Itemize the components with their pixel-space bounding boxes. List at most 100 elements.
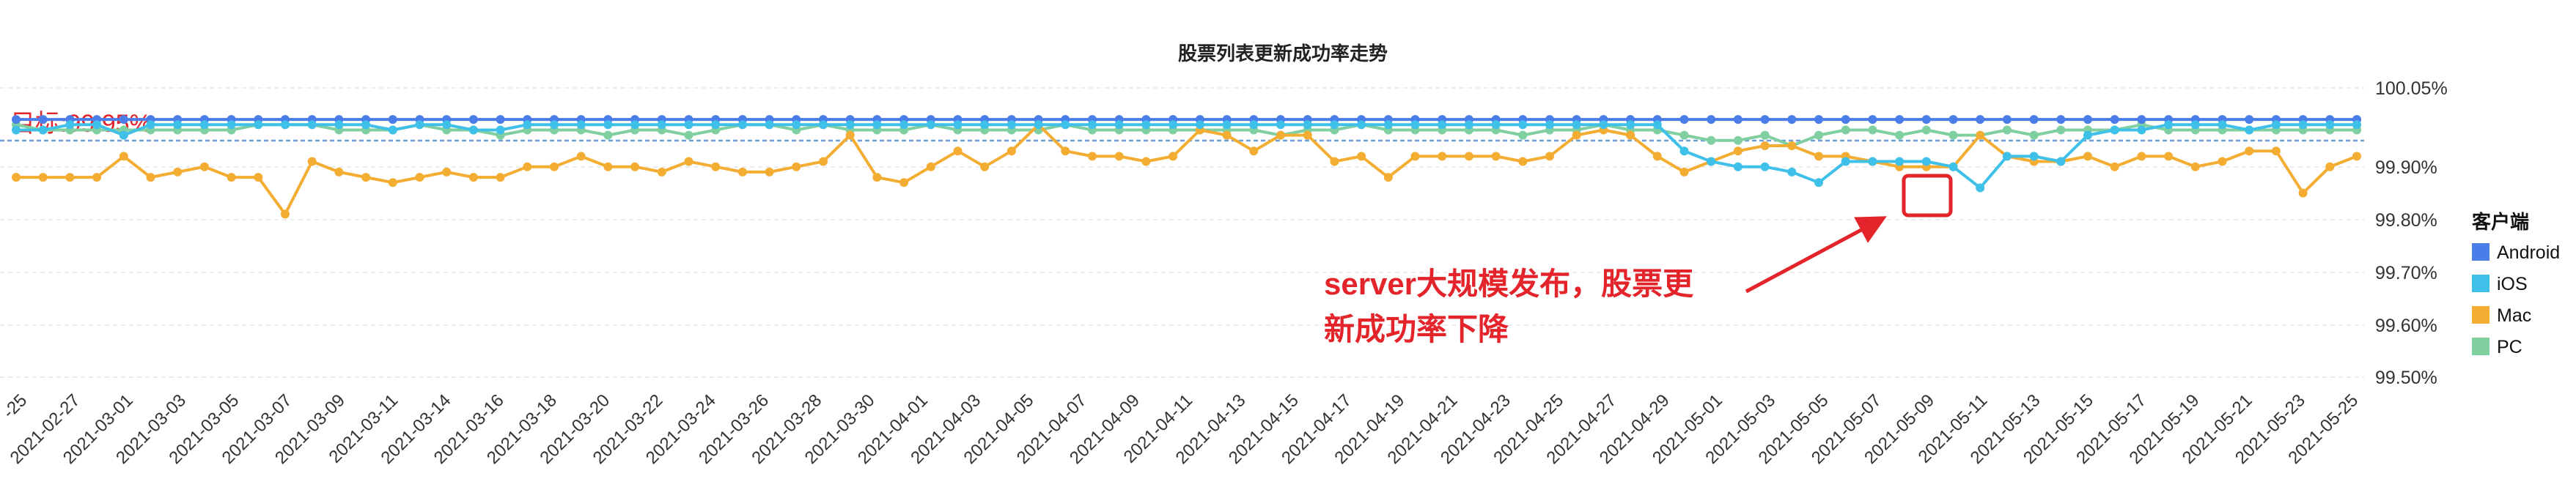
data-point: [1114, 152, 1124, 161]
data-point: [415, 173, 424, 182]
data-point: [12, 173, 21, 182]
data-point: [1222, 130, 1232, 140]
data-point: [523, 162, 532, 171]
data-point: [1303, 120, 1312, 130]
data-point: [1061, 146, 1070, 156]
data-point: [2325, 162, 2335, 171]
data-point: [737, 120, 747, 130]
data-point: [2298, 188, 2308, 198]
data-point: [1679, 167, 1689, 176]
data-point: [38, 115, 48, 124]
data-point: [1007, 146, 1016, 156]
data-point: [980, 120, 990, 130]
data-point: [496, 125, 505, 135]
data-point: [119, 130, 128, 140]
data-point: [711, 120, 721, 130]
data-point: [1652, 120, 1662, 130]
x-tick-label: -25: [0, 390, 31, 423]
data-point: [1679, 130, 1689, 140]
data-point: [254, 120, 263, 130]
data-point: [550, 120, 559, 130]
data-point: [1114, 120, 1124, 130]
data-point: [737, 167, 747, 176]
legend-label: Mac: [2497, 305, 2531, 326]
y-axis-ticks: 100.05% 99.90% 99.80% 99.70% 99.60% 99.50%: [2375, 78, 2448, 388]
data-point: [1895, 115, 1905, 124]
data-point: [576, 152, 586, 161]
data-point: [657, 120, 666, 130]
legend-item-mac[interactable]: Mac: [2472, 305, 2531, 326]
data-point: [1088, 120, 1097, 130]
data-point: [1679, 115, 1689, 124]
data-point: [281, 209, 290, 219]
chart-title: 股票列表更新成功率走势: [1178, 42, 1388, 64]
legend-label: PC: [2497, 337, 2522, 357]
data-point: [468, 115, 478, 124]
data-point: [2352, 152, 2361, 161]
data-point: [1814, 178, 1823, 187]
data-point: [1921, 157, 1931, 166]
data-point: [2218, 120, 2227, 130]
data-point: [2056, 125, 2066, 135]
data-point: [1948, 130, 1958, 140]
data-point: [2110, 162, 2119, 171]
data-point: [442, 167, 452, 176]
data-point: [684, 157, 693, 166]
legend: 客户端 Android iOS Mac PC: [2472, 211, 2560, 357]
series-lines: [12, 115, 2361, 219]
data-point: [684, 120, 693, 130]
data-point: [227, 120, 236, 130]
data-point: [765, 167, 774, 176]
data-point: [2245, 125, 2254, 135]
data-point: [926, 162, 935, 171]
data-point: [630, 120, 640, 130]
data-point: [1976, 183, 1985, 193]
data-point: [2029, 130, 2039, 140]
series-mac: [12, 120, 2361, 219]
data-point: [1814, 152, 1823, 161]
data-point: [1410, 152, 1420, 161]
data-point: [1976, 115, 1985, 124]
legend-swatch: [2472, 338, 2489, 355]
data-point: [1195, 120, 1204, 130]
data-point: [1222, 120, 1232, 130]
data-point: [953, 146, 963, 156]
data-point: [603, 162, 613, 171]
data-point: [523, 120, 532, 130]
data-point: [603, 130, 613, 140]
data-point: [1169, 120, 1178, 130]
legend-item-pc[interactable]: PC: [2472, 337, 2522, 357]
data-point: [2137, 152, 2146, 161]
data-point: [1733, 135, 1743, 145]
y-tick-label: 100.05%: [2375, 78, 2448, 99]
data-point: [12, 125, 21, 135]
data-point: [2002, 125, 2012, 135]
data-point: [2245, 146, 2254, 156]
data-point: [1707, 157, 1716, 166]
data-point: [1141, 120, 1151, 130]
data-point: [2164, 152, 2174, 161]
data-point: [1921, 125, 1931, 135]
data-point: [711, 162, 721, 171]
data-point: [1976, 130, 1985, 140]
data-point: [1034, 120, 1043, 130]
data-point: [1895, 130, 1905, 140]
data-point: [1491, 120, 1501, 130]
data-point: [2029, 152, 2039, 161]
data-point: [1088, 152, 1097, 161]
annotation-arrow: [1745, 216, 1887, 294]
data-point: [1357, 120, 1366, 130]
data-point: [92, 120, 102, 130]
data-point: [899, 178, 909, 187]
legend-swatch: [2472, 306, 2489, 324]
series-line: [16, 123, 2358, 216]
data-point: [1061, 120, 1070, 130]
data-point: [1787, 141, 1797, 150]
data-point: [953, 120, 963, 130]
y-tick-label: 99.80%: [2375, 210, 2437, 231]
legend-item-android[interactable]: Android: [2472, 242, 2560, 263]
data-point: [442, 120, 452, 130]
data-point: [2245, 115, 2254, 124]
legend-item-ios[interactable]: iOS: [2472, 274, 2528, 294]
legend-swatch: [2472, 275, 2489, 292]
